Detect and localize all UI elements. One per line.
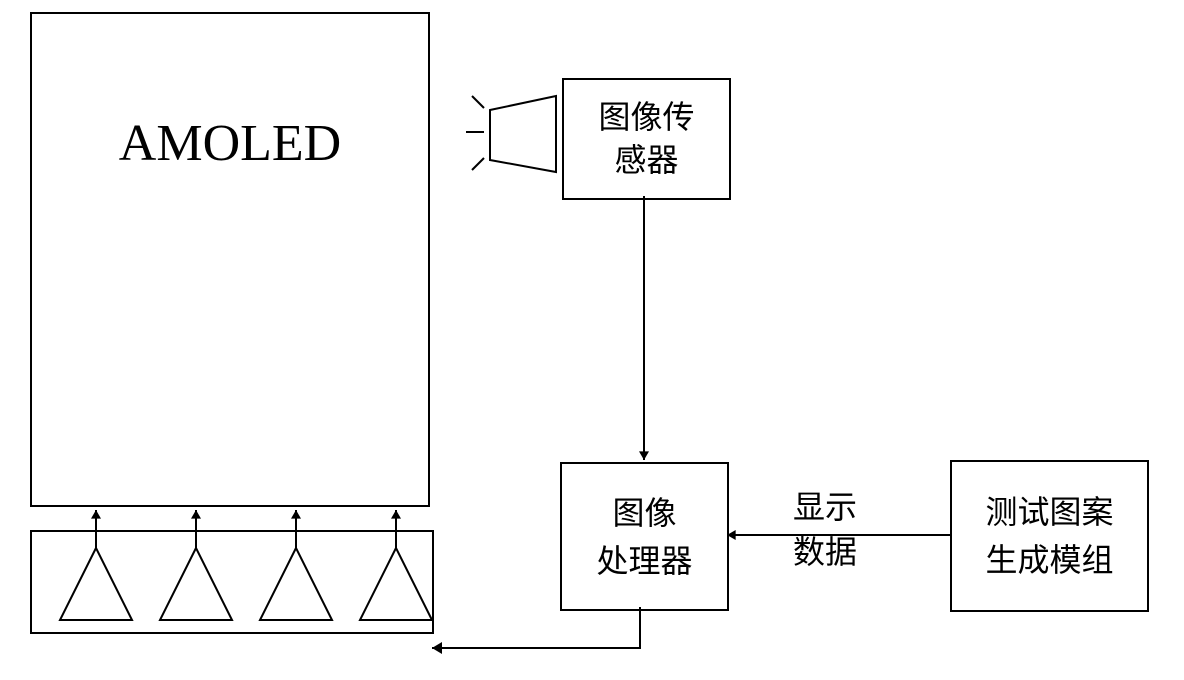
- display-data-label: 显示 数据: [793, 485, 857, 575]
- test-pattern-label-line2: 生成模组: [985, 536, 1113, 584]
- image-processor-box: 图像 处理器: [560, 462, 729, 611]
- image-sensor-box: 图像传 感器: [562, 78, 731, 200]
- image-processor-label-line1: 图像: [596, 489, 692, 537]
- display-data-label-line2: 数据: [793, 530, 857, 575]
- amoled-label: AMOLED: [119, 114, 341, 173]
- test-pattern-label-line1: 测试图案: [985, 488, 1113, 536]
- amoled-panel: AMOLED: [30, 12, 430, 507]
- image-processor-label: 图像 处理器: [596, 489, 692, 585]
- image-sensor-label-line1: 图像传: [598, 96, 694, 139]
- test-pattern-label: 测试图案 生成模组: [985, 488, 1113, 584]
- image-sensor-label: 图像传 感器: [598, 96, 694, 182]
- driver-box: [30, 530, 434, 634]
- image-sensor-label-line2: 感器: [598, 139, 694, 182]
- image-processor-label-line2: 处理器: [596, 537, 692, 585]
- display-data-label-line1: 显示: [793, 485, 857, 530]
- test-pattern-box: 测试图案 生成模组: [950, 460, 1149, 612]
